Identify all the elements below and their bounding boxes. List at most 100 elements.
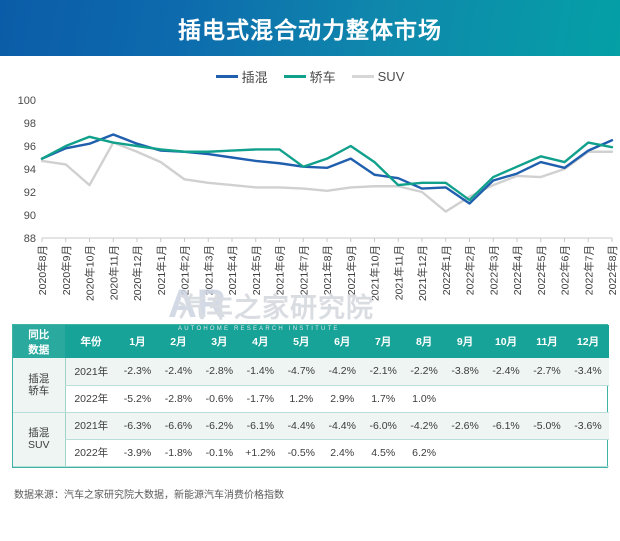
y-axis-tick-label: 100 [18, 95, 36, 107]
table-cell-value: -6.2% [198, 412, 240, 440]
table-cell-value: -1.8% [157, 439, 199, 467]
table-cell-value: -2.8% [157, 385, 199, 413]
source-note-text: 数据来源：汽车之家研究院大数据，新能源汽车消费价格指数 [14, 489, 284, 501]
table-cell-value: -5.0% [526, 412, 568, 440]
x-axis-label: 2022年5月 [535, 245, 548, 295]
table-cell-value: -3.9% [117, 439, 158, 467]
x-axis-label: 2021年2月 [179, 245, 192, 295]
x-axis-label: 2022年3月 [487, 245, 500, 295]
table-cell-value: -4.2% [321, 358, 363, 386]
table-header-month: 9月 [444, 325, 487, 358]
table-header-month: 4月 [239, 325, 282, 358]
x-axis-label: 2021年12月 [416, 245, 429, 301]
chart-line-插混 [40, 133, 614, 205]
legend-item-chahun[interactable]: 插混 [215, 67, 268, 86]
table-cell-value: -6.1% [239, 412, 281, 440]
table-header-month: 5月 [280, 325, 323, 358]
row-group-label-l2: SUV [27, 439, 50, 451]
table-cell-value: -5.2% [117, 385, 158, 413]
table-cell-year: 2022年 [64, 385, 117, 413]
table-cell-value: -4.4% [321, 412, 363, 440]
svg-text:2021年2月: 2021年2月 [179, 245, 192, 295]
table-cell-value: -2.7% [526, 358, 568, 386]
table-cell-value: -0.5% [280, 439, 322, 467]
table-cell-value: -3.8% [444, 358, 486, 386]
table-cell-value: 1.7% [362, 385, 404, 413]
y-axis-tick-label: 98 [24, 118, 36, 130]
table-header-month: 10月 [485, 325, 528, 358]
svg-text:2021年5月: 2021年5月 [250, 245, 263, 295]
svg-text:2020年10月: 2020年10月 [84, 245, 97, 301]
x-axis-label: 2021年3月 [202, 245, 215, 295]
table-cell-value: -2.1% [362, 358, 404, 386]
table-cell-value [526, 439, 568, 467]
x-axis-label: 2020年9月 [60, 245, 73, 295]
table-row: 2022年 -3.9% -1.8% -0.1% +1.2% -0.5% 2.4% 4.5% 6.… [13, 439, 609, 467]
table-cell-value [485, 439, 527, 467]
table-cell-value: -4.7% [280, 358, 322, 386]
table-header-month: 7月 [362, 325, 405, 358]
svg-text:2022年5月: 2022年5月 [535, 245, 548, 295]
table-cell-value [444, 385, 486, 413]
y-axis-tick-label: 92 [24, 187, 36, 199]
x-axis-label: 2021年9月 [345, 245, 358, 295]
svg-text:2021年3月: 2021年3月 [202, 245, 215, 295]
table-cell-year: 2021年 [64, 358, 117, 386]
table-cell-value: 2.9% [321, 385, 363, 413]
table-header-corner: 同比 数据 [13, 325, 66, 358]
x-axis-label: 2020年12月 [131, 245, 144, 301]
data-table-border: 同比 数据 年份 1月 2月 3月 4月 5月 6月 7月 8月 9月 10月 11月 12月 插混 轿车 20… [12, 324, 610, 468]
table-cell-value: -6.1% [485, 412, 527, 440]
table-cell-value: -6.0% [362, 412, 404, 440]
table-row: 插混 SUV 2021年 -6.3% -6.6% -6.2% -6.1% -4.4% -4.4%… [13, 412, 609, 467]
table-cell-value: 1.0% [403, 385, 445, 413]
table-cell-year: 2021年 [64, 412, 117, 440]
x-axis-label: 2021年8月 [321, 245, 334, 295]
chart-canvas: 88 90 92 94 96 98 100 2020年8月 2020年9月 2020年10月 202… [18, 95, 619, 301]
table-cell-value [567, 439, 609, 467]
row-group-label-l1: 插混 [28, 372, 50, 385]
table-cell-value: -1.4% [239, 358, 281, 386]
table-cell-value: -3.4% [567, 358, 609, 386]
legend-label-sedan: 轿车 [309, 69, 336, 85]
table-cell-value: -1.7% [239, 385, 281, 413]
x-axis-label: 2021年7月 [297, 245, 310, 295]
svg-text:2022年3月: 2022年3月 [487, 245, 500, 295]
legend-item-suv[interactable]: SUV [351, 69, 404, 84]
x-axis-label: 2021年4月 [226, 245, 239, 295]
svg-text:2020年9月: 2020年9月 [60, 245, 73, 295]
table-header-corner-l2: 数据 [28, 343, 50, 356]
chart-legend: 插混 轿车 SUV [0, 56, 620, 90]
svg-text:2021年11月: 2021年11月 [392, 245, 405, 300]
table-cell-value: -0.6% [198, 385, 240, 413]
svg-text:2021年4月: 2021年4月 [226, 245, 239, 295]
x-axis-label: 2021年1月 [155, 245, 168, 295]
x-axis-label: 2022年1月 [440, 245, 453, 295]
table-row-group-label: 插混 轿车 [13, 358, 65, 413]
table-cell-value: -2.4% [157, 358, 199, 386]
svg-text:2020年12月: 2020年12月 [131, 245, 144, 301]
svg-text:2021年10月: 2021年10月 [369, 245, 382, 301]
svg-text:2022年1月: 2022年1月 [440, 245, 453, 295]
x-axis-label: 2021年11月 [392, 245, 405, 300]
table-header-year: 年份 [65, 325, 118, 358]
svg-text:2022年4月: 2022年4月 [511, 245, 524, 295]
table-cell-value [526, 385, 568, 413]
table-cell-value: -4.2% [403, 412, 445, 440]
x-axis-label: 2021年5月 [250, 245, 263, 295]
legend-item-sedan[interactable]: 轿车 [283, 67, 336, 86]
table-cell-value [444, 439, 486, 467]
chart-line-SUV [40, 141, 614, 213]
x-axis-label: 2022年6月 [559, 245, 572, 295]
svg-text:2020年8月: 2020年8月 [36, 245, 49, 295]
svg-text:2021年1月: 2021年1月 [155, 245, 168, 295]
table-cell-year: 2022年 [64, 439, 117, 467]
table-cell-value: -2.2% [403, 358, 445, 386]
table-cell-value: +1.2% [239, 439, 281, 467]
table-cell-value: -6.6% [157, 412, 199, 440]
svg-text:2022年8月: 2022年8月 [606, 245, 619, 295]
line-chart: 88 90 92 94 96 98 100 2020年8月 2020年9月 2020年10月 202… [0, 90, 620, 332]
table-header-month: 11月 [526, 325, 568, 358]
x-axis-label: 2022年4月 [511, 245, 524, 295]
table-header-month: 6月 [321, 325, 364, 358]
